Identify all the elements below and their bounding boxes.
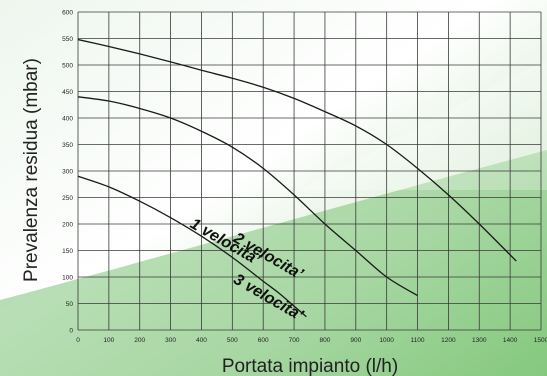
- x-tick-label: 900: [350, 337, 361, 344]
- y-tick-label: 500: [62, 62, 73, 69]
- y-tick-label: 400: [62, 115, 73, 122]
- grid: [77, 11, 542, 331]
- y-tick-label: 600: [62, 9, 73, 16]
- x-tick-label: 800: [320, 337, 331, 344]
- y-tick-label: 550: [62, 36, 73, 43]
- x-tick-label: 500: [227, 337, 238, 344]
- x-tick-label: 700: [289, 337, 300, 344]
- curve-line-1: [77, 175, 307, 318]
- y-tick-label: 100: [62, 274, 73, 281]
- x-tick-label: 600: [258, 337, 269, 344]
- x-tick-label: 1500: [534, 337, 547, 344]
- background-band: [0, 150, 547, 376]
- curve-line-3: [77, 38, 517, 262]
- x-tick-label: 1200: [441, 337, 456, 344]
- x-tick-label: 100: [103, 337, 114, 344]
- y-tick-label: 50: [66, 301, 74, 308]
- x-tick-label: 400: [196, 337, 207, 344]
- x-tick-label: 1300: [472, 337, 487, 344]
- x-tick-label: 200: [134, 337, 145, 344]
- y-tick-label: 300: [62, 168, 73, 175]
- y-tick-label: 200: [62, 221, 73, 228]
- y-tick-label: 150: [62, 248, 73, 255]
- x-axis-title: Portata impianto (l/h): [222, 356, 398, 376]
- y-tick-label: 450: [62, 89, 73, 96]
- y-tick-label: 250: [62, 195, 73, 202]
- tick-labels: 0 100 200 300 400 500 600 700 800 900 1000 1100 1200…: [62, 9, 547, 344]
- curves: [77, 38, 517, 318]
- x-tick-label: 1000: [379, 337, 394, 344]
- y-axis-title: Prevalenza residua (mbar): [21, 58, 42, 282]
- y-tick-label: 350: [62, 142, 73, 149]
- y-tick-label: 0: [69, 327, 73, 334]
- x-tick-label: 1100: [411, 337, 425, 344]
- x-tick-label: 0: [76, 337, 80, 344]
- background-band-light: [300, 60, 547, 190]
- curve-line-2: [77, 96, 418, 297]
- x-tick-label: 1400: [503, 337, 518, 344]
- x-tick-label: 300: [165, 337, 176, 344]
